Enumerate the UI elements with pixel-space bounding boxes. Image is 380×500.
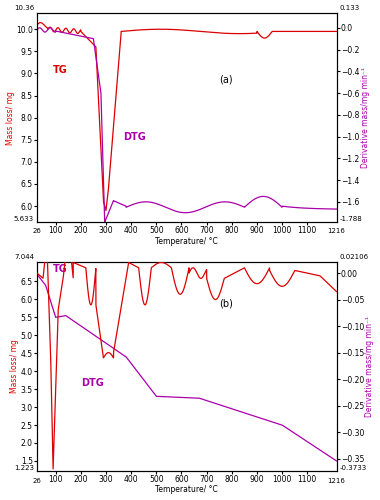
X-axis label: Temperature/ °C: Temperature/ °C <box>155 486 218 494</box>
Y-axis label: Mass loss/ mg: Mass loss/ mg <box>6 91 14 144</box>
Text: 1216: 1216 <box>328 478 345 484</box>
Text: -0.3733: -0.3733 <box>339 465 367 471</box>
Text: 26: 26 <box>33 478 41 484</box>
Y-axis label: Derivative mass/mg min⁻¹: Derivative mass/mg min⁻¹ <box>366 316 374 417</box>
Text: TG: TG <box>53 264 68 274</box>
Text: 5.633: 5.633 <box>14 216 34 222</box>
Text: 0.133: 0.133 <box>339 5 360 11</box>
Text: 1.223: 1.223 <box>14 465 34 471</box>
Y-axis label: Mass loss/ mg: Mass loss/ mg <box>10 340 19 394</box>
Text: 10.36: 10.36 <box>14 5 34 11</box>
Text: (a): (a) <box>219 74 233 85</box>
Y-axis label: Derivative mass/mg min⁻¹: Derivative mass/mg min⁻¹ <box>361 68 370 168</box>
Text: DTG: DTG <box>81 378 103 388</box>
Text: DTG: DTG <box>124 132 146 141</box>
X-axis label: Temperature/ °C: Temperature/ °C <box>155 237 218 246</box>
Text: 26: 26 <box>33 228 41 234</box>
Text: 1216: 1216 <box>328 228 345 234</box>
Text: -1.788: -1.788 <box>339 216 362 222</box>
Text: 0.02106: 0.02106 <box>339 254 369 260</box>
Text: (b): (b) <box>219 298 233 308</box>
Text: 7.044: 7.044 <box>14 254 34 260</box>
Text: TG: TG <box>53 66 68 76</box>
